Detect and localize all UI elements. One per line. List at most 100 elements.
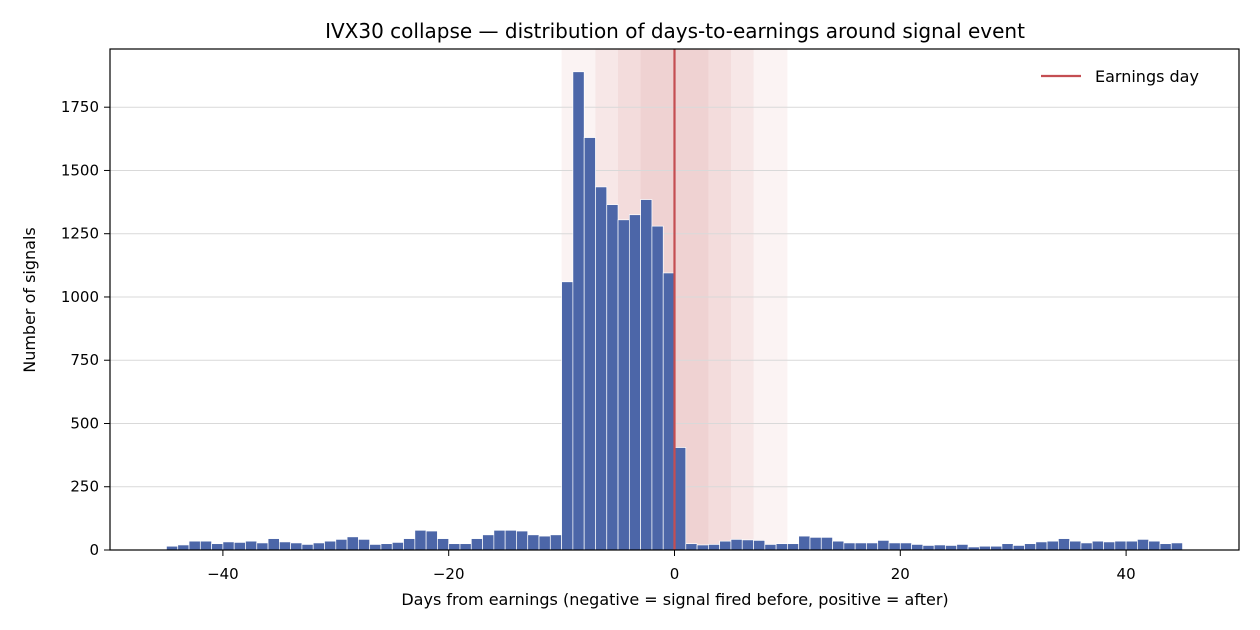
histogram-bar xyxy=(888,542,901,551)
histogram-bar xyxy=(199,540,212,551)
histogram-bar xyxy=(877,540,890,551)
histogram-bar xyxy=(595,186,608,551)
histogram-bar xyxy=(1159,543,1172,551)
histogram-bar xyxy=(279,541,291,551)
histogram-bar xyxy=(956,544,969,551)
x-axis-ticks: −40 −20 0 20 40 xyxy=(207,550,1136,583)
histogram-bar xyxy=(1080,542,1093,551)
histogram-bar xyxy=(527,534,540,551)
histogram-bar xyxy=(572,71,585,551)
histogram-bar xyxy=(832,540,845,551)
histogram-bar xyxy=(493,529,506,551)
histogram-bar xyxy=(922,545,935,551)
x-tick-label: 0 xyxy=(670,565,680,583)
y-axis-ticks: 0 250 500 750 1000 1250 1500 1750 xyxy=(61,98,110,559)
histogram-bar xyxy=(933,544,946,551)
histogram-bar xyxy=(549,534,562,551)
histogram-bar xyxy=(696,544,709,551)
histogram-bar xyxy=(256,542,269,551)
histogram-bar xyxy=(482,534,495,551)
histogram-bar xyxy=(866,542,879,551)
histogram-bar xyxy=(335,539,348,551)
histogram-bar xyxy=(685,543,698,551)
histogram-bar xyxy=(1024,543,1037,551)
histogram-bar xyxy=(1069,540,1082,551)
histogram-bar xyxy=(719,540,732,551)
y-tick-label: 1250 xyxy=(61,225,99,243)
histogram-bar xyxy=(516,530,529,551)
histogram-bar xyxy=(753,540,766,551)
histogram-bar xyxy=(211,543,224,551)
histogram-bar xyxy=(358,539,371,551)
histogram-bar xyxy=(1103,541,1116,551)
histogram-bar xyxy=(1058,538,1070,551)
histogram-bar xyxy=(798,535,811,551)
histogram-bar xyxy=(425,530,438,551)
histogram-bar xyxy=(448,543,461,551)
y-tick-label: 500 xyxy=(70,414,99,432)
histogram-bar xyxy=(775,543,788,551)
histogram-bar xyxy=(504,529,517,551)
legend-label: Earnings day xyxy=(1095,67,1199,86)
histogram-bar xyxy=(290,542,303,551)
y-tick-label: 250 xyxy=(70,478,99,496)
legend: Earnings day xyxy=(1041,67,1199,86)
histogram-bar xyxy=(177,544,190,551)
histogram-bar xyxy=(1125,540,1138,551)
histogram-bar xyxy=(820,536,833,551)
histogram-bar xyxy=(708,544,721,551)
histogram-bar xyxy=(1114,540,1127,551)
histogram-bar xyxy=(391,542,404,551)
histogram-bar xyxy=(809,536,822,551)
histogram-bar xyxy=(312,542,325,551)
histogram-bar xyxy=(640,199,653,551)
y-tick-label: 0 xyxy=(89,541,99,559)
histogram-bar xyxy=(1001,543,1014,551)
histogram-bar xyxy=(188,540,201,551)
histogram-bar xyxy=(606,204,619,551)
histogram-bar xyxy=(222,541,235,551)
x-tick-label: 20 xyxy=(891,565,910,583)
histogram-bar xyxy=(245,540,258,551)
histogram-bar xyxy=(470,538,483,551)
histogram-bar xyxy=(1012,545,1025,551)
histogram-bar xyxy=(380,543,393,551)
x-tick-label: −40 xyxy=(207,565,239,583)
histogram-bar xyxy=(662,272,675,551)
histogram-bar xyxy=(617,219,630,551)
histogram-bar xyxy=(1170,542,1183,551)
histogram-bar xyxy=(651,225,664,551)
histogram-bar xyxy=(437,538,450,551)
histogram-bar xyxy=(369,544,382,551)
histogram-bar xyxy=(301,544,314,551)
histogram-bars xyxy=(166,71,1183,551)
histogram-bar xyxy=(1091,540,1104,551)
histogram-bar xyxy=(945,545,958,551)
y-axis-label: Number of signals xyxy=(20,227,39,373)
histogram-bar xyxy=(561,281,574,551)
histogram-bar xyxy=(267,538,280,551)
histogram-bar xyxy=(1035,541,1048,551)
histogram-bar xyxy=(1148,540,1161,551)
histogram-bar xyxy=(403,538,416,551)
histogram-bar xyxy=(787,543,800,551)
histogram-bar xyxy=(674,447,687,551)
x-tick-label: 40 xyxy=(1117,565,1136,583)
histogram-bar xyxy=(324,540,337,551)
histogram-bar xyxy=(459,543,472,551)
histogram-bar xyxy=(233,542,246,551)
x-axis-label: Days from earnings (negative = signal fi… xyxy=(401,590,948,609)
histogram-bar xyxy=(1046,540,1059,551)
histogram-bar xyxy=(730,539,743,551)
y-tick-label: 1750 xyxy=(61,98,99,116)
histogram-bar xyxy=(628,214,641,551)
y-tick-label: 1000 xyxy=(61,288,99,306)
histogram-bar xyxy=(741,539,754,551)
histogram-bar xyxy=(764,544,777,551)
histogram-bar xyxy=(346,536,359,551)
histogram-bar xyxy=(414,529,427,551)
histogram-bar xyxy=(911,544,924,551)
histogram-bar xyxy=(854,542,867,551)
histogram-bar xyxy=(1137,539,1150,551)
